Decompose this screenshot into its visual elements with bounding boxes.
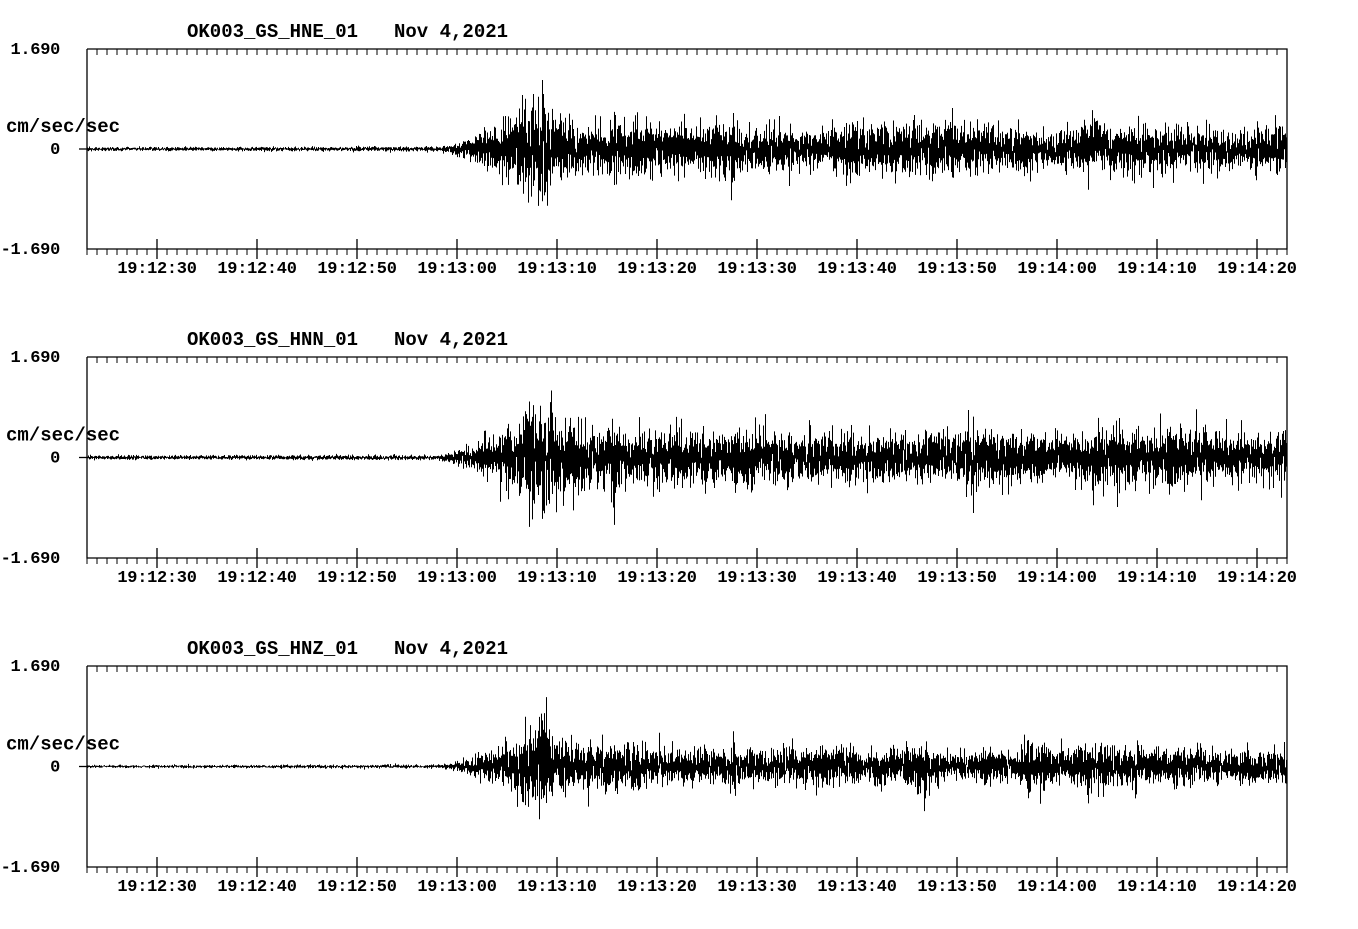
svg-text:19:12:50: 19:12:50 bbox=[317, 569, 396, 588]
svg-text:19:12:50: 19:12:50 bbox=[317, 260, 396, 279]
svg-text:1.690: 1.690 bbox=[10, 349, 60, 368]
svg-text:19:13:20: 19:13:20 bbox=[617, 260, 696, 279]
svg-text:19:13:50: 19:13:50 bbox=[917, 260, 996, 279]
svg-text:19:12:40: 19:12:40 bbox=[217, 569, 296, 588]
svg-text:OK003_GS_HNZ_01: OK003_GS_HNZ_01 bbox=[187, 638, 358, 660]
svg-text:19:14:20: 19:14:20 bbox=[1217, 878, 1296, 897]
svg-text:-1.690: -1.690 bbox=[1, 241, 61, 260]
svg-text:19:14:00: 19:14:00 bbox=[1017, 878, 1096, 897]
svg-text:19:13:00: 19:13:00 bbox=[417, 569, 496, 588]
svg-text:19:14:00: 19:14:00 bbox=[1017, 260, 1096, 279]
svg-text:19:14:10: 19:14:10 bbox=[1117, 569, 1196, 588]
svg-text:1.690: 1.690 bbox=[10, 41, 60, 60]
svg-text:cm/sec/sec: cm/sec/sec bbox=[6, 734, 120, 756]
svg-text:19:13:40: 19:13:40 bbox=[817, 260, 896, 279]
svg-text:Nov 4,2021: Nov 4,2021 bbox=[394, 329, 508, 351]
svg-text:cm/sec/sec: cm/sec/sec bbox=[6, 425, 120, 447]
svg-text:19:12:30: 19:12:30 bbox=[117, 878, 196, 897]
svg-text:19:13:30: 19:13:30 bbox=[717, 878, 796, 897]
svg-text:19:12:40: 19:12:40 bbox=[217, 260, 296, 279]
svg-text:19:12:30: 19:12:30 bbox=[117, 260, 196, 279]
svg-text:19:13:50: 19:13:50 bbox=[917, 878, 996, 897]
svg-text:19:12:30: 19:12:30 bbox=[117, 569, 196, 588]
svg-text:19:13:50: 19:13:50 bbox=[917, 569, 996, 588]
svg-text:19:13:40: 19:13:40 bbox=[817, 569, 896, 588]
svg-text:19:14:20: 19:14:20 bbox=[1217, 260, 1296, 279]
svg-text:19:13:10: 19:13:10 bbox=[517, 260, 596, 279]
svg-text:19:13:40: 19:13:40 bbox=[817, 878, 896, 897]
svg-text:19:13:10: 19:13:10 bbox=[517, 878, 596, 897]
svg-text:19:13:20: 19:13:20 bbox=[617, 569, 696, 588]
svg-text:19:14:10: 19:14:10 bbox=[1117, 260, 1196, 279]
svg-text:19:14:10: 19:14:10 bbox=[1117, 878, 1196, 897]
svg-text:19:13:10: 19:13:10 bbox=[517, 569, 596, 588]
svg-text:0: 0 bbox=[50, 450, 60, 469]
svg-text:0: 0 bbox=[50, 141, 60, 160]
svg-text:-1.690: -1.690 bbox=[1, 550, 61, 569]
svg-text:Nov 4,2021: Nov 4,2021 bbox=[394, 638, 508, 660]
svg-text:0: 0 bbox=[50, 759, 60, 778]
svg-text:1.690: 1.690 bbox=[10, 658, 60, 677]
svg-text:19:13:20: 19:13:20 bbox=[617, 878, 696, 897]
svg-text:19:13:30: 19:13:30 bbox=[717, 260, 796, 279]
svg-text:Nov 4,2021: Nov 4,2021 bbox=[394, 21, 508, 43]
svg-text:19:12:40: 19:12:40 bbox=[217, 878, 296, 897]
svg-text:19:12:50: 19:12:50 bbox=[317, 878, 396, 897]
svg-text:-1.690: -1.690 bbox=[1, 859, 61, 878]
svg-text:cm/sec/sec: cm/sec/sec bbox=[6, 116, 120, 138]
svg-text:19:14:20: 19:14:20 bbox=[1217, 569, 1296, 588]
svg-text:19:13:00: 19:13:00 bbox=[417, 260, 496, 279]
svg-text:OK003_GS_HNN_01: OK003_GS_HNN_01 bbox=[187, 329, 358, 351]
svg-text:19:13:00: 19:13:00 bbox=[417, 878, 496, 897]
svg-text:19:13:30: 19:13:30 bbox=[717, 569, 796, 588]
svg-text:19:14:00: 19:14:00 bbox=[1017, 569, 1096, 588]
svg-text:OK003_GS_HNE_01: OK003_GS_HNE_01 bbox=[187, 21, 358, 43]
